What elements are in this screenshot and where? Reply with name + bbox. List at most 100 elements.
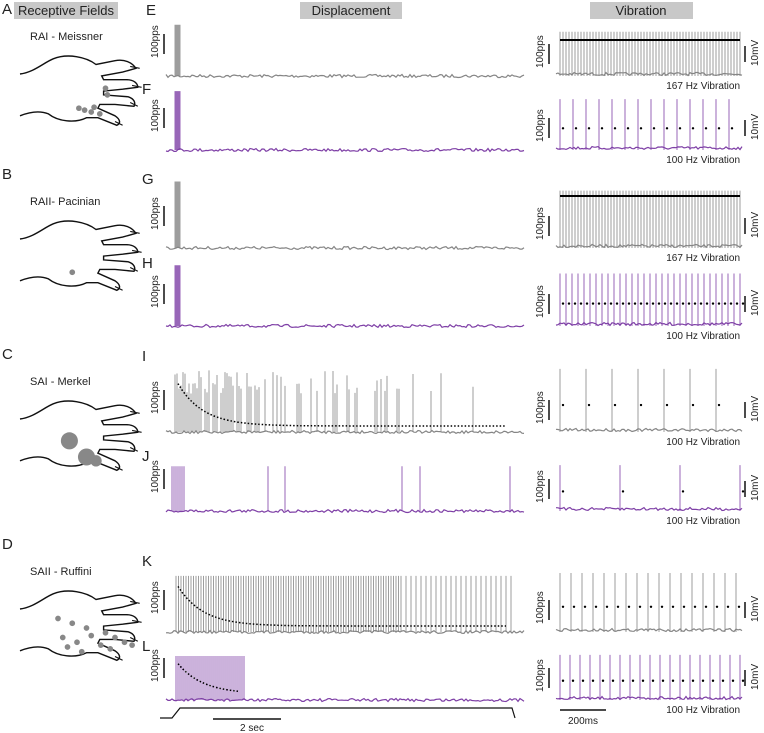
rate-dot [583, 605, 587, 608]
scale-label: 100pps [535, 35, 546, 68]
scale-label: 100pps [535, 659, 546, 692]
trace [555, 627, 743, 633]
vibration-label: 100 Hz Vibration [666, 331, 740, 342]
stimulus [160, 707, 516, 719]
receptive-field [107, 646, 114, 652]
rate-dot [652, 127, 656, 130]
trace [165, 73, 525, 79]
rate-dot [741, 490, 745, 493]
vibration-label: 100 Hz Vibration [666, 705, 740, 716]
panel-letter: I [142, 348, 146, 365]
rate-dot [561, 302, 565, 305]
rate-dot [613, 127, 617, 130]
rate-dot [638, 605, 642, 608]
receptive-field [78, 648, 85, 655]
trace [555, 695, 743, 701]
rate-dot [603, 302, 607, 305]
rate-dot [711, 302, 715, 305]
scale-label: 100pps [535, 285, 546, 318]
rate-dot [561, 605, 565, 608]
rate-dot [661, 679, 665, 682]
rate-dot [691, 127, 695, 130]
trace [165, 429, 525, 435]
rate-dot [581, 679, 585, 682]
rate-dot [691, 403, 695, 407]
scale-label: 100pps [150, 460, 161, 493]
voltage-label: 10mV [750, 396, 761, 422]
rate-dot [699, 302, 703, 305]
rate-dot [605, 605, 609, 608]
rate-dot [626, 127, 630, 130]
panel-letter: G [142, 171, 154, 188]
rate-dot [639, 403, 643, 407]
scale-label: 100pps [150, 381, 161, 414]
rate-dot [663, 302, 667, 305]
header: Displacement [312, 3, 391, 18]
receptive-field [112, 634, 118, 641]
rate-dot [611, 679, 615, 682]
rate-dot [657, 302, 661, 305]
header-box [14, 2, 118, 19]
vibration-label: 167 Hz Vibration [666, 253, 740, 264]
row-label: RAI - Meissner [30, 31, 103, 43]
voltage-label: 10mV [750, 290, 761, 316]
rate-dot [717, 127, 721, 130]
scale-label: 100pps [150, 275, 161, 308]
panel-letter: J [142, 448, 150, 465]
scale-label: 100pps [150, 25, 161, 58]
header-box [300, 2, 402, 19]
receptive-field [97, 642, 104, 648]
rate-dot [633, 302, 637, 305]
rate-dot [651, 302, 655, 305]
rate-dot [730, 127, 734, 130]
scale-label: 100pps [535, 207, 546, 240]
rate-dot [681, 302, 685, 305]
rate-dot [573, 302, 577, 305]
rate-dot [561, 127, 565, 130]
rate-dot [715, 605, 719, 608]
panel-letter: F [142, 81, 151, 98]
rate-dot [649, 605, 653, 608]
receptive-field [83, 625, 90, 631]
rate-dot [726, 605, 730, 608]
scale-label: 100pps [150, 99, 161, 132]
scale-label: 100pps [150, 581, 161, 614]
rate-dot [704, 127, 708, 130]
rate-dot [651, 679, 655, 682]
receptive-field [59, 634, 66, 641]
receptive-field [69, 620, 76, 627]
rate-dot [681, 679, 685, 682]
rate-dot [737, 605, 741, 608]
receptive-field [88, 109, 95, 115]
rate-dot [717, 403, 721, 407]
rate-dot [687, 302, 691, 305]
rate-dot [597, 302, 601, 305]
paw [19, 400, 143, 472]
trace [165, 629, 525, 635]
panel-letter: K [142, 553, 152, 570]
voltage-label: 10mV [750, 212, 761, 238]
rate-dot [579, 302, 583, 305]
rate-dot [574, 127, 578, 130]
rate-dot [594, 605, 598, 608]
rate-dot [729, 302, 733, 305]
rate-dot [660, 605, 664, 608]
rate-dot [561, 490, 565, 493]
scale-label: 100pps [535, 470, 546, 503]
vibration-label: 167 Hz Vibration [666, 81, 740, 92]
receptive-field [91, 104, 97, 111]
rate-dot [682, 605, 686, 608]
voltage-label: 10mV [750, 114, 761, 140]
rate-dot [621, 679, 625, 682]
rate-dot [627, 302, 631, 305]
receptive-field [129, 642, 135, 648]
trace [165, 147, 525, 153]
rate-dot [627, 605, 631, 608]
rate-dot [572, 605, 576, 608]
rate-dot [701, 679, 705, 682]
rate-dot [639, 127, 643, 130]
voltage-label: 10mV [750, 664, 761, 690]
rate-dot [723, 302, 727, 305]
scale-label: 100pps [150, 197, 161, 230]
